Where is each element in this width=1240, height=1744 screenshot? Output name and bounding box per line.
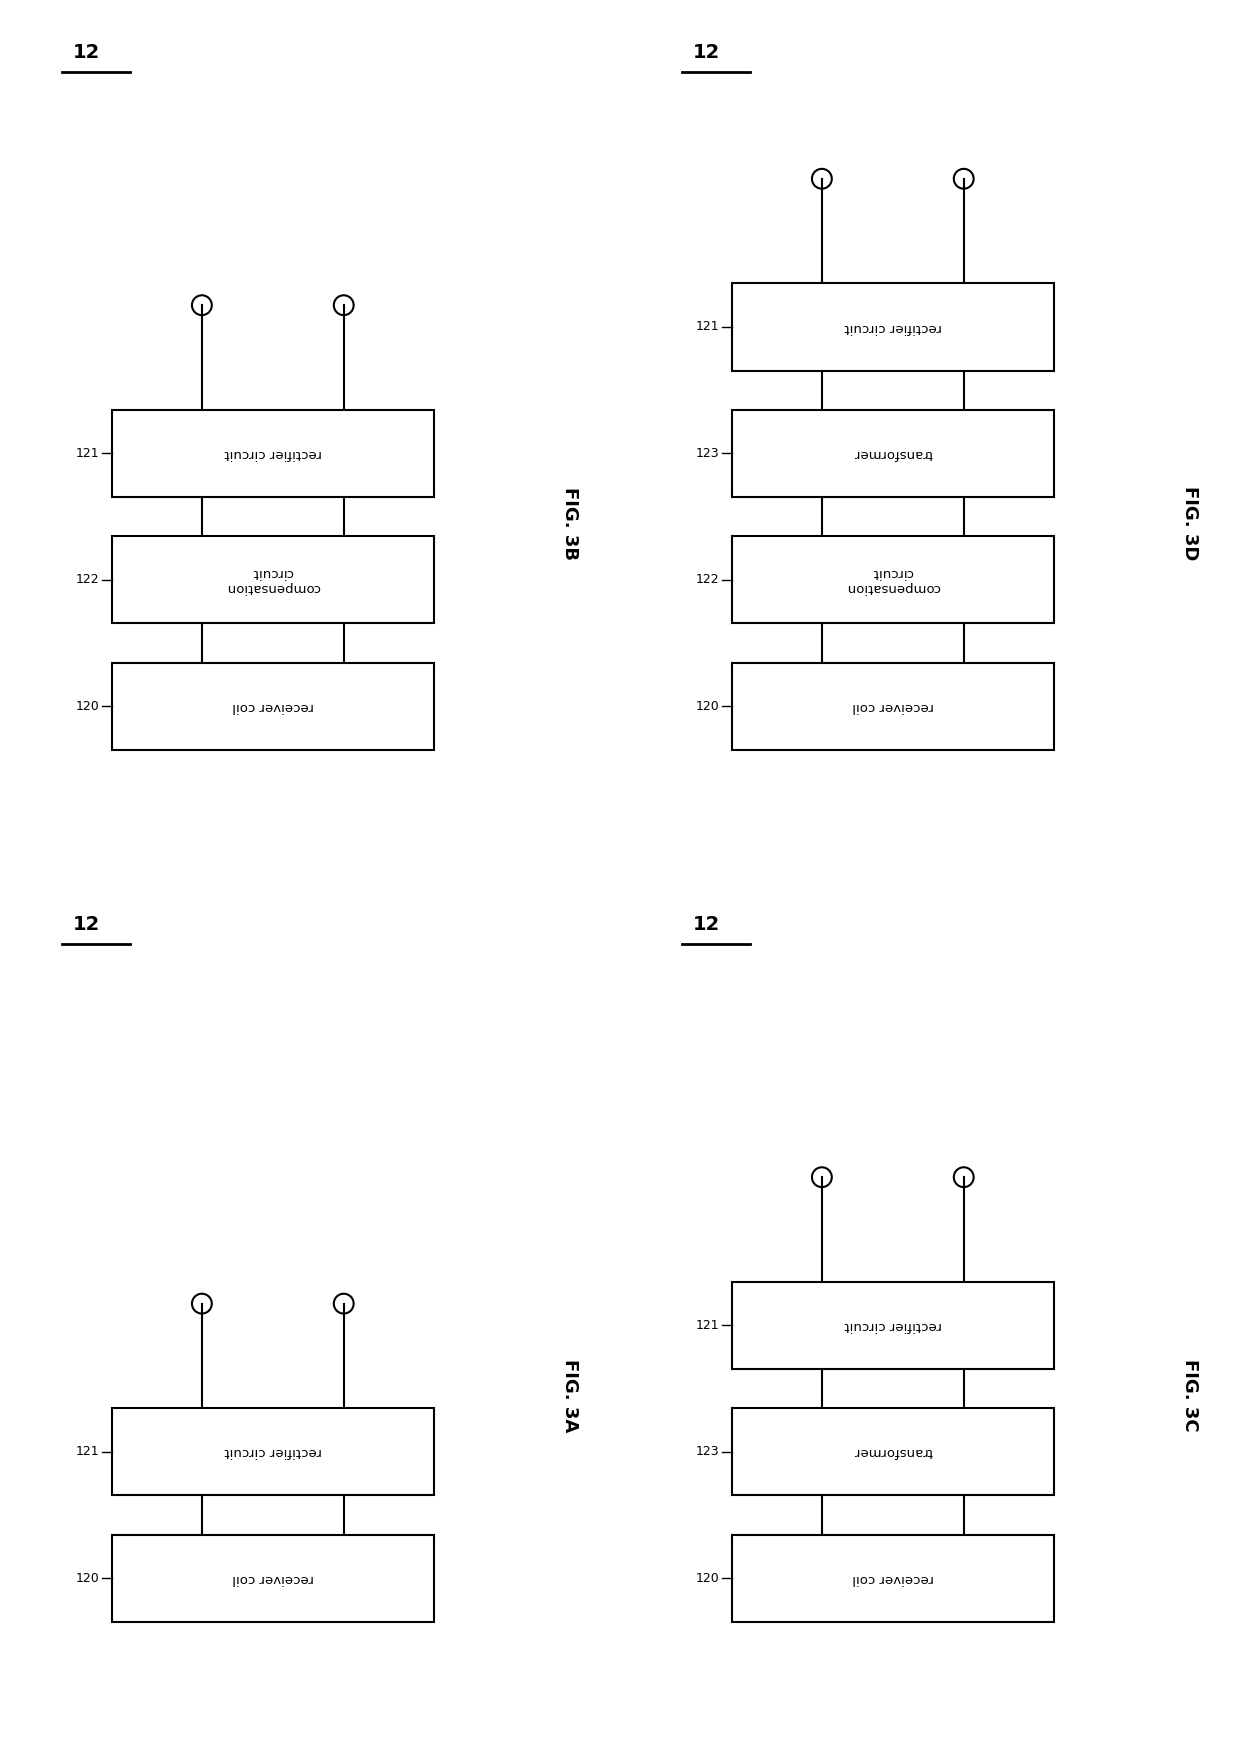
Text: 120: 120 [696,1571,719,1585]
Bar [112,537,434,623]
Text: receiver coil: receiver coil [852,1571,934,1585]
Text: 121: 121 [76,1446,99,1458]
Bar [112,1409,434,1496]
Text: compensation
circuit: compensation circuit [226,565,320,595]
Text: FIG. 3A: FIG. 3A [562,1359,579,1432]
Bar [732,1282,1054,1369]
Text: rectifier circuit: rectifier circuit [844,1318,941,1332]
Text: rectifier circuit: rectifier circuit [224,446,321,460]
Text: compensation
circuit: compensation circuit [846,565,940,595]
Text: FIG. 3C: FIG. 3C [1182,1359,1199,1432]
Text: 121: 121 [696,321,719,333]
Bar [112,410,434,497]
Text: 12: 12 [693,916,720,933]
Bar [732,537,1054,623]
Text: 122: 122 [696,574,719,586]
Text: receiver coil: receiver coil [232,1571,314,1585]
Text: 12: 12 [693,44,720,61]
Text: 120: 120 [76,1571,99,1585]
Text: 120: 120 [76,699,99,713]
Text: FIG. 3D: FIG. 3D [1182,487,1199,560]
Text: rectifier circuit: rectifier circuit [844,321,941,333]
Text: 122: 122 [76,574,99,586]
Bar [112,1535,434,1622]
Bar [732,663,1054,750]
Text: FIG. 3B: FIG. 3B [562,487,579,560]
Bar [732,1409,1054,1495]
Text: transformer: transformer [853,1446,932,1458]
Text: 121: 121 [696,1318,719,1332]
Text: transformer: transformer [853,446,932,460]
Bar [732,1535,1054,1622]
Bar [732,284,1054,371]
Text: 120: 120 [696,699,719,713]
Text: 123: 123 [696,446,719,460]
Text: 12: 12 [73,916,100,933]
Text: 123: 123 [696,1446,719,1458]
Text: 12: 12 [73,44,100,61]
Text: receiver coil: receiver coil [232,699,314,713]
Text: 121: 121 [76,446,99,460]
Text: rectifier circuit: rectifier circuit [224,1446,321,1458]
Bar [112,663,434,750]
Bar [732,410,1054,497]
Text: receiver coil: receiver coil [852,699,934,713]
